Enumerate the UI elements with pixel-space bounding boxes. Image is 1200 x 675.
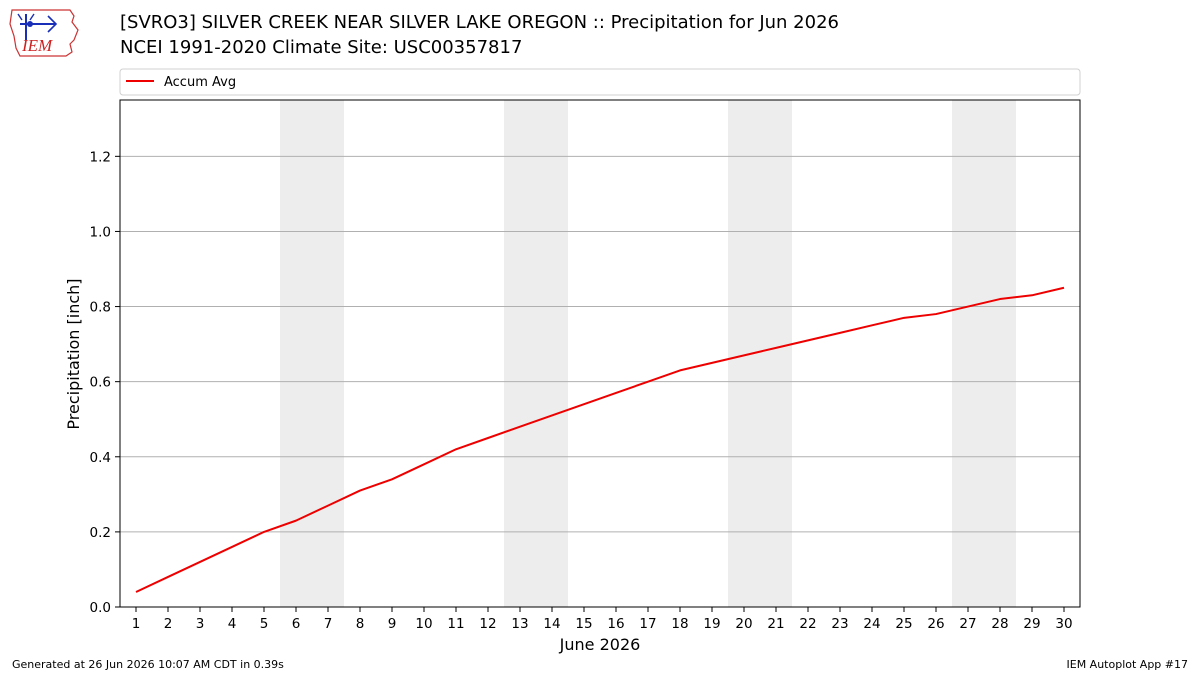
y-tick-label: 0.2 bbox=[90, 525, 111, 541]
x-tick-label: 18 bbox=[671, 616, 688, 632]
x-tick-label: 19 bbox=[703, 616, 720, 632]
legend-label: Accum Avg bbox=[164, 75, 236, 90]
x-tick-label: 6 bbox=[292, 616, 301, 632]
x-tick-label: 28 bbox=[991, 616, 1008, 632]
x-tick-label: 21 bbox=[767, 616, 784, 632]
series-layer bbox=[135, 286, 1065, 593]
y-tick-label: 0.0 bbox=[90, 600, 111, 616]
y-axis-label: Precipitation [inch] bbox=[64, 278, 83, 429]
x-tick-label: 23 bbox=[831, 616, 848, 632]
weekend-band bbox=[280, 100, 344, 607]
y-axis: 0.0 0.2 0.4 0.6 0.8 1.0 1.2 bbox=[90, 149, 120, 616]
x-tick-label: 9 bbox=[388, 616, 397, 632]
y-tick-label: 0.4 bbox=[90, 450, 111, 466]
x-tick-label: 26 bbox=[927, 616, 944, 632]
app-label: IEM Autoplot App #17 bbox=[1066, 658, 1189, 671]
x-tick-label: 7 bbox=[324, 616, 333, 632]
series-line-accum-avg bbox=[135, 286, 1065, 593]
y-tick-label: 1.0 bbox=[90, 224, 111, 240]
x-tick-label: 8 bbox=[356, 616, 365, 632]
x-tick-label: 13 bbox=[511, 616, 528, 632]
weekend-band bbox=[952, 100, 1016, 607]
x-tick-label: 3 bbox=[196, 616, 205, 632]
legend-box bbox=[119, 68, 1081, 96]
x-tick-label: 22 bbox=[799, 616, 816, 632]
x-tick-label: 5 bbox=[260, 616, 269, 632]
x-axis: 1 2 3 4 5 6 7 8 9 10 11 12 13 14 15 16 17 18 19 20 21 22 23 24 2… bbox=[132, 607, 1073, 632]
x-tick-label: 12 bbox=[479, 616, 496, 632]
x-tick-label: 27 bbox=[959, 616, 976, 632]
grid-lines bbox=[120, 155, 1080, 533]
x-tick-label: 20 bbox=[735, 616, 752, 632]
y-tick-label: 1.2 bbox=[90, 149, 111, 165]
legend: Accum Avg bbox=[119, 68, 1081, 96]
x-tick-label: 4 bbox=[228, 616, 237, 632]
x-axis-label: June 2026 bbox=[559, 635, 641, 654]
x-tick-label: 25 bbox=[895, 616, 912, 632]
x-tick-label: 11 bbox=[447, 616, 464, 632]
x-tick-label: 2 bbox=[164, 616, 173, 632]
y-tick-label: 0.6 bbox=[90, 375, 111, 391]
y-tick-label: 0.8 bbox=[90, 300, 111, 316]
logo-text: IEM bbox=[21, 36, 53, 55]
weekend-band bbox=[504, 100, 568, 607]
iem-iowa-logo-icon: IEM bbox=[8, 6, 82, 62]
x-tick-label: 30 bbox=[1055, 616, 1072, 632]
x-tick-label: 15 bbox=[575, 616, 592, 632]
x-tick-label: 16 bbox=[607, 616, 624, 632]
x-tick-label: 24 bbox=[863, 616, 880, 632]
x-tick-label: 17 bbox=[639, 616, 656, 632]
weekend-band bbox=[728, 100, 792, 607]
weekend-bands bbox=[280, 100, 1016, 607]
x-tick-label: 29 bbox=[1023, 616, 1040, 632]
chart-subtitle: NCEI 1991-2020 Climate Site: USC00357817 bbox=[120, 37, 523, 58]
x-tick-label: 14 bbox=[543, 616, 560, 632]
x-tick-label: 1 bbox=[132, 616, 141, 632]
chart-title: [SVRO3] SILVER CREEK NEAR SILVER LAKE OR… bbox=[120, 12, 839, 33]
plot-frame bbox=[119, 99, 1081, 608]
generated-timestamp: Generated at 26 Jun 2026 10:07 AM CDT in… bbox=[12, 658, 284, 671]
x-tick-label: 10 bbox=[415, 616, 432, 632]
